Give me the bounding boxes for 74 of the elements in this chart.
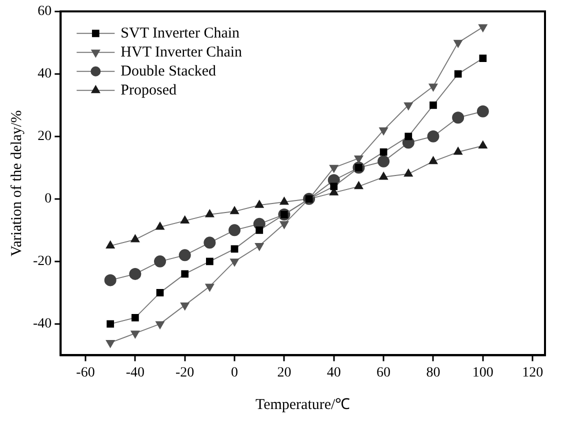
point bbox=[404, 168, 413, 177]
point bbox=[230, 258, 239, 266]
point bbox=[205, 210, 214, 218]
point bbox=[430, 101, 437, 109]
y-tick-label: 40 bbox=[38, 66, 52, 82]
x-tick-label: -40 bbox=[126, 365, 145, 380]
point bbox=[204, 236, 216, 249]
point bbox=[404, 132, 412, 140]
x-tick-label: 80 bbox=[426, 365, 440, 380]
y-tick-label: 20 bbox=[38, 129, 52, 144]
point bbox=[454, 147, 462, 155]
point bbox=[206, 258, 214, 266]
point bbox=[404, 102, 413, 110]
y-tick-label: -20 bbox=[32, 254, 52, 270]
point bbox=[156, 222, 164, 230]
point bbox=[452, 112, 464, 124]
point bbox=[454, 70, 462, 78]
point bbox=[106, 240, 115, 249]
point bbox=[454, 40, 462, 48]
legend-label: HVT Inverter Chain bbox=[120, 44, 243, 60]
point bbox=[104, 274, 116, 286]
point bbox=[230, 206, 239, 214]
point bbox=[378, 155, 390, 168]
point bbox=[154, 255, 166, 268]
point bbox=[476, 105, 489, 118]
x-tick-label: -20 bbox=[176, 365, 194, 380]
point bbox=[428, 84, 438, 92]
point bbox=[280, 221, 289, 229]
point bbox=[178, 249, 191, 262]
point bbox=[428, 156, 438, 164]
point bbox=[479, 54, 487, 62]
point bbox=[478, 140, 488, 149]
point bbox=[427, 130, 440, 142]
point bbox=[106, 340, 115, 348]
x-tick-label: 120 bbox=[522, 365, 544, 380]
point bbox=[478, 24, 488, 32]
x-tick-label: 40 bbox=[326, 365, 341, 380]
x-tick-label: 20 bbox=[277, 365, 292, 380]
legend-label: SVT Inverter Chain bbox=[120, 25, 240, 42]
y-tick-label: 0 bbox=[44, 192, 52, 207]
point bbox=[354, 156, 364, 164]
point bbox=[379, 127, 388, 136]
point bbox=[205, 284, 214, 292]
legend-label: Proposed bbox=[120, 82, 177, 98]
point bbox=[254, 243, 264, 251]
y-tick-label: 60 bbox=[38, 4, 52, 20]
point bbox=[129, 268, 142, 280]
point bbox=[106, 320, 114, 328]
point bbox=[256, 226, 264, 234]
point bbox=[156, 289, 164, 296]
point bbox=[131, 314, 139, 322]
point bbox=[354, 181, 364, 190]
x-axis-title: Temperature/℃ bbox=[255, 396, 350, 413]
x-tick-label: 60 bbox=[376, 365, 391, 380]
x-tick-label: 0 bbox=[231, 365, 238, 380]
point bbox=[180, 216, 190, 224]
point bbox=[180, 302, 190, 310]
point bbox=[329, 164, 338, 173]
point bbox=[130, 330, 140, 338]
point bbox=[330, 182, 338, 190]
y-tick-label: -40 bbox=[32, 316, 52, 332]
point bbox=[280, 197, 289, 205]
point bbox=[228, 224, 241, 236]
point bbox=[230, 245, 238, 253]
point bbox=[130, 234, 140, 242]
x-tick-label: 100 bbox=[472, 365, 494, 380]
legend-label: Double Stacked bbox=[120, 63, 217, 80]
point bbox=[254, 200, 264, 208]
point bbox=[181, 270, 189, 278]
y-axis-title: Variation of the delay/% bbox=[8, 110, 25, 256]
x-tick-label: -60 bbox=[76, 365, 95, 380]
point bbox=[379, 172, 388, 180]
point bbox=[156, 321, 164, 329]
point bbox=[380, 148, 388, 156]
